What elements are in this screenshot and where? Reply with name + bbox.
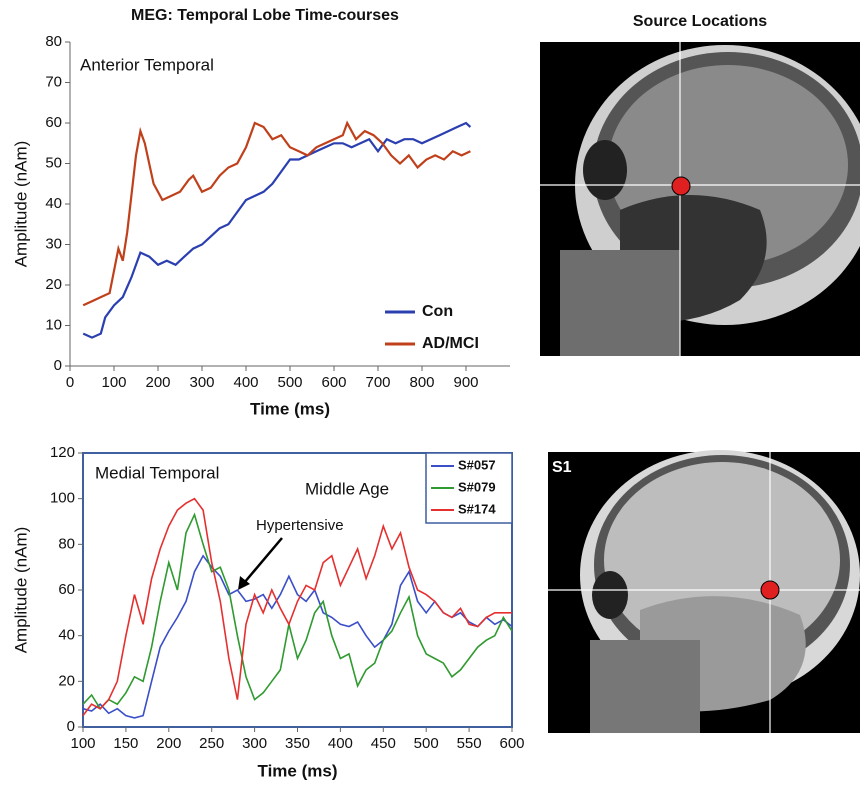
legend-label: S#057 bbox=[458, 457, 496, 472]
legend-label: S#079 bbox=[458, 479, 496, 494]
y-tick-label: 20 bbox=[45, 276, 62, 293]
images-title: Source Locations bbox=[633, 13, 767, 30]
x-tick-label: 400 bbox=[328, 735, 353, 752]
x-tick-label: 100 bbox=[70, 735, 95, 752]
y-tick-label: 60 bbox=[45, 114, 62, 131]
x-tick-label: 450 bbox=[371, 735, 396, 752]
y-axis-label: Amplitude (nAm) bbox=[11, 527, 30, 654]
annotation: Medial Temporal bbox=[95, 463, 219, 482]
series-line bbox=[83, 123, 470, 305]
y-tick-label: 70 bbox=[45, 73, 62, 90]
y-tick-label: 50 bbox=[45, 154, 62, 171]
figure-title: MEG: Temporal Lobe Time-courses bbox=[131, 7, 399, 24]
y-tick-label: 60 bbox=[58, 581, 75, 598]
x-tick-label: 0 bbox=[66, 374, 74, 391]
x-tick-label: 600 bbox=[499, 735, 524, 752]
legend-label: AD/MCI bbox=[422, 335, 479, 352]
y-tick-label: 10 bbox=[45, 316, 62, 333]
image-label: S1 bbox=[552, 459, 572, 476]
y-tick-label: 120 bbox=[50, 444, 75, 461]
x-tick-label: 700 bbox=[365, 374, 390, 391]
x-tick-label: 100 bbox=[101, 374, 126, 391]
x-tick-label: 300 bbox=[189, 374, 214, 391]
mri-image-top bbox=[540, 42, 860, 356]
x-tick-label: 200 bbox=[145, 374, 170, 391]
x-tick-label: 350 bbox=[285, 735, 310, 752]
y-tick-label: 0 bbox=[54, 357, 62, 374]
annotation-arrow bbox=[244, 538, 282, 583]
x-tick-label: 600 bbox=[321, 374, 346, 391]
y-tick-label: 20 bbox=[58, 672, 75, 689]
y-tick-label: 100 bbox=[50, 490, 75, 507]
y-tick-label: 80 bbox=[45, 33, 62, 50]
figure: MEG: Temporal Lobe Time-courses Source L… bbox=[0, 0, 860, 786]
x-tick-label: 300 bbox=[242, 735, 267, 752]
y-tick-label: 40 bbox=[58, 627, 75, 644]
annotation: Hypertensive bbox=[256, 517, 344, 534]
series-line bbox=[83, 515, 512, 709]
x-tick-label: 150 bbox=[113, 735, 138, 752]
series-line bbox=[83, 556, 512, 718]
x-tick-label: 550 bbox=[457, 735, 482, 752]
y-axis-label: Amplitude (nAm) bbox=[11, 141, 30, 268]
annotation: Anterior Temporal bbox=[80, 55, 214, 74]
x-tick-label: 500 bbox=[414, 735, 439, 752]
annotation: Middle Age bbox=[305, 479, 389, 498]
y-tick-label: 40 bbox=[45, 195, 62, 212]
x-tick-label: 250 bbox=[199, 735, 224, 752]
x-tick-label: 400 bbox=[233, 374, 258, 391]
x-tick-label: 500 bbox=[277, 374, 302, 391]
y-tick-label: 0 bbox=[67, 718, 75, 735]
x-tick-label: 200 bbox=[156, 735, 181, 752]
y-tick-label: 80 bbox=[58, 535, 75, 552]
x-tick-label: 800 bbox=[409, 374, 434, 391]
x-axis-label: Time (ms) bbox=[250, 399, 330, 418]
mri-image-bottom: S1 bbox=[548, 450, 860, 733]
x-tick-label: 900 bbox=[453, 374, 478, 391]
x-axis-label: Time (ms) bbox=[258, 761, 338, 780]
y-tick-label: 30 bbox=[45, 235, 62, 252]
series-line bbox=[83, 123, 470, 338]
legend-label: S#174 bbox=[458, 501, 496, 516]
legend-label: Con bbox=[422, 303, 453, 320]
